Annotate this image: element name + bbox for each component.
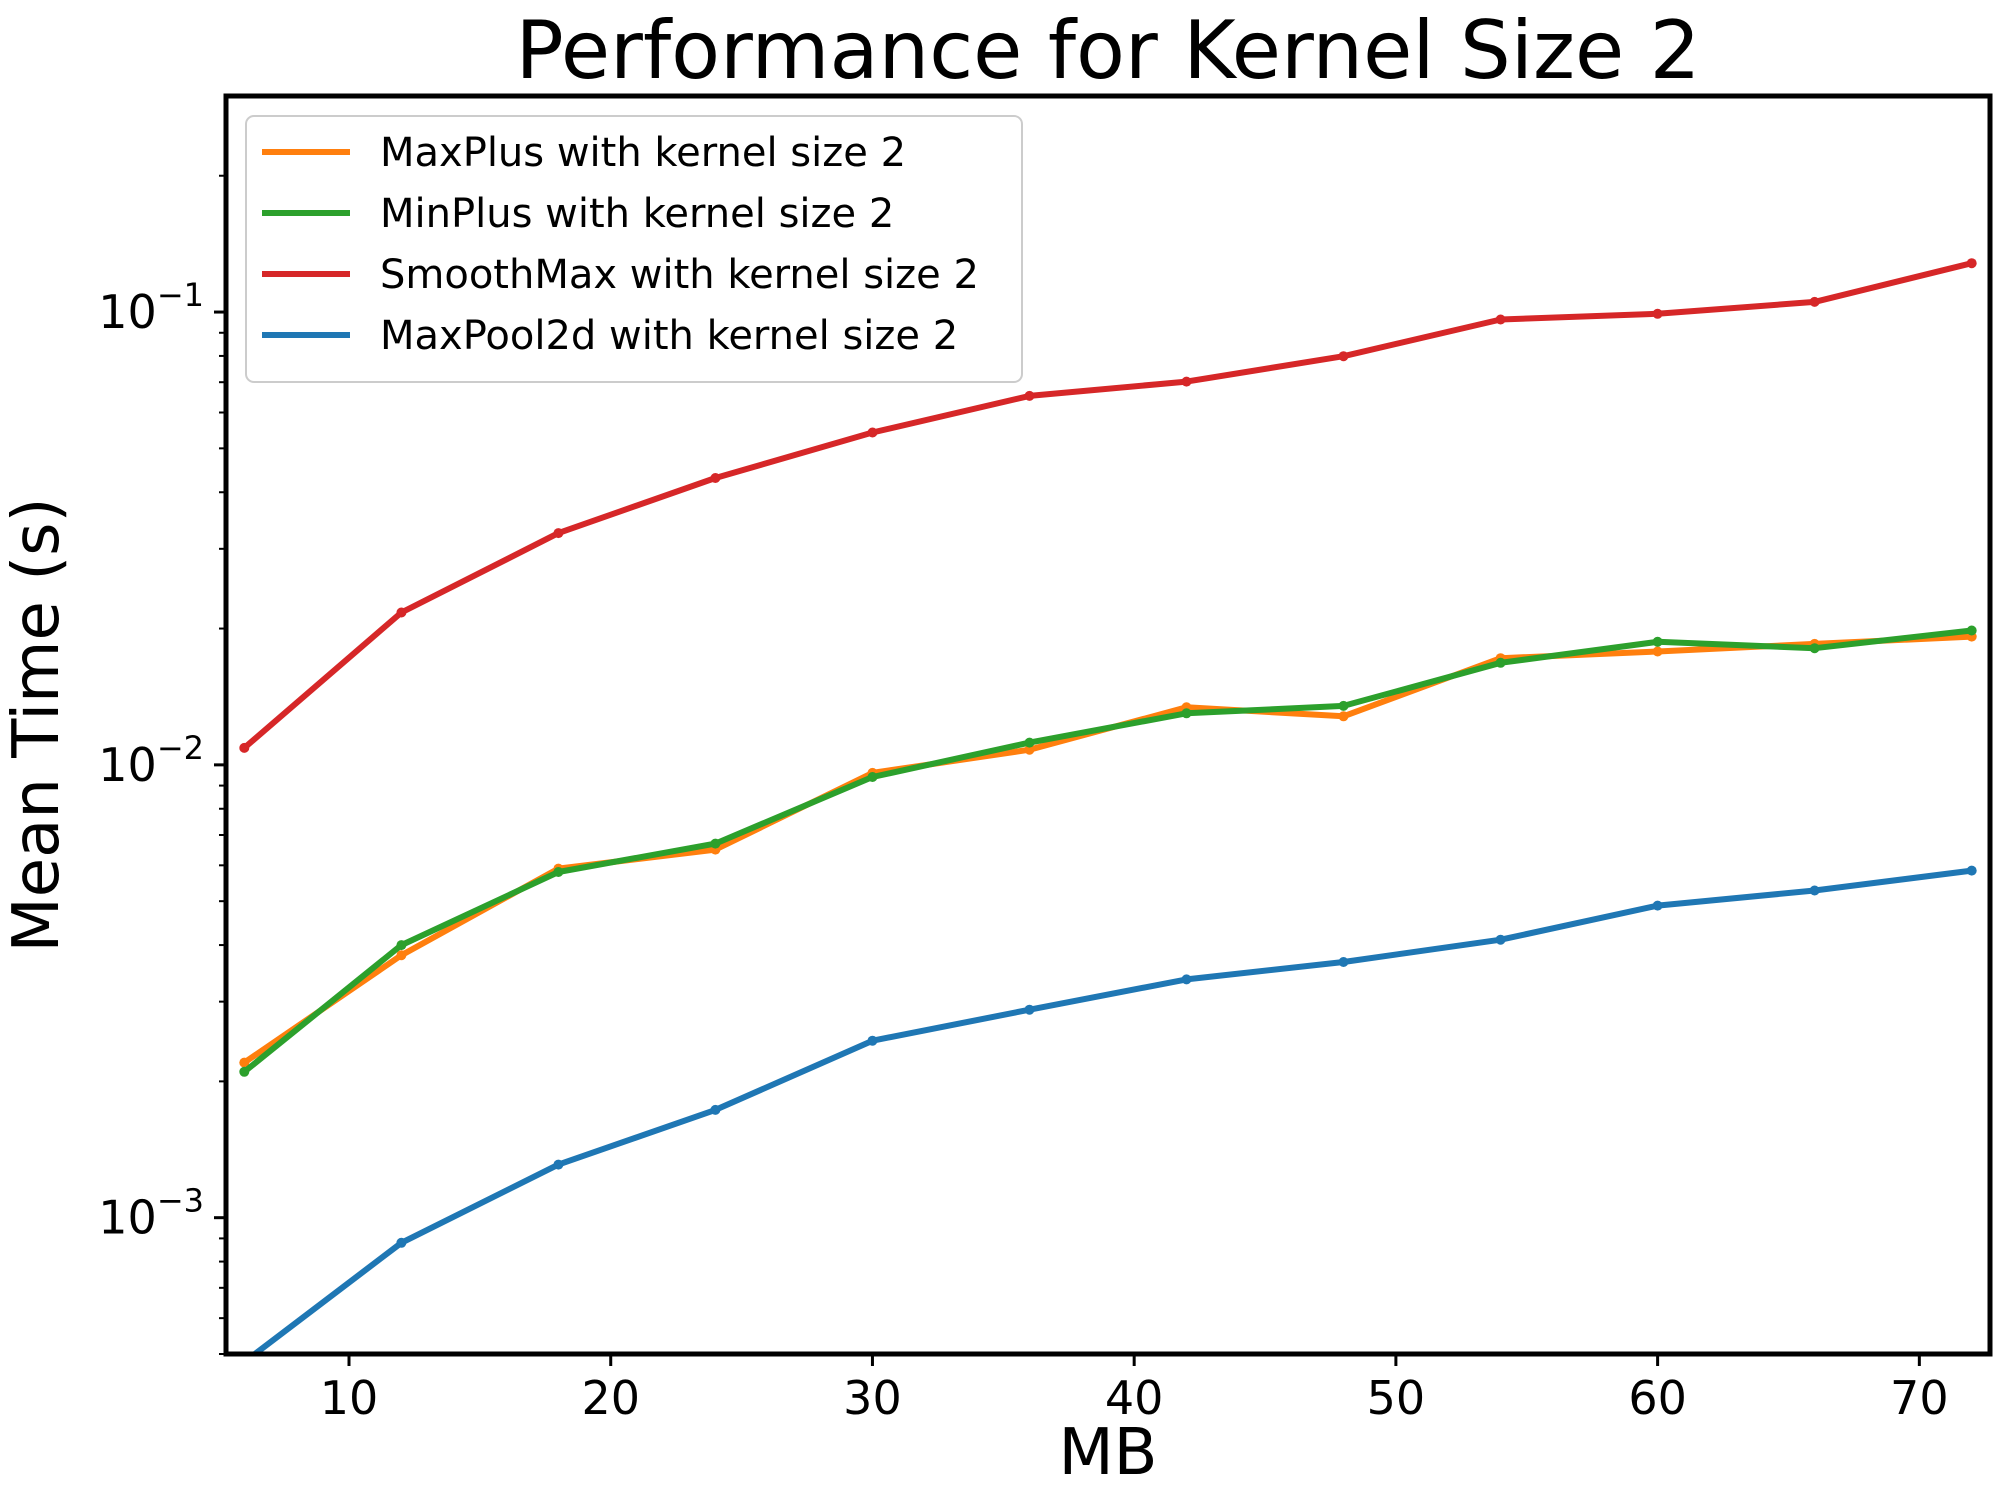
series-line: [241, 633, 1975, 1066]
data-point: [1181, 708, 1192, 719]
data-point: [1181, 974, 1192, 985]
series-0: [239, 631, 1977, 1068]
data-point: [1809, 885, 1820, 896]
series-1: [239, 625, 1977, 1077]
series-3: [239, 865, 1977, 1367]
data-point: [1495, 934, 1506, 945]
legend-label: MinPlus with kernel size 2: [380, 191, 894, 237]
series-layer: [239, 258, 1977, 1367]
data-point: [1338, 711, 1349, 722]
x-tick-label: 20: [581, 1371, 640, 1425]
x-tick-label: 10: [320, 1371, 379, 1425]
legend-label: SmoothMax with kernel size 2: [380, 252, 979, 298]
data-point: [1495, 314, 1506, 325]
x-tick-label: 70: [1890, 1371, 1949, 1425]
data-point: [1652, 900, 1663, 911]
data-point: [1338, 351, 1349, 362]
x-tick-label: 40: [1105, 1371, 1164, 1425]
data-point: [1024, 737, 1035, 748]
x-axis-label: MB: [1058, 1416, 1157, 1490]
data-point: [867, 1035, 878, 1046]
data-point: [710, 838, 721, 849]
data-point: [1024, 1004, 1035, 1015]
data-point: [396, 950, 407, 961]
data-point: [1495, 657, 1506, 668]
x-axis-ticks: 10 20 30 40 50 60 70: [320, 1354, 1949, 1425]
data-point: [1966, 865, 1977, 876]
legend-label: MaxPlus with kernel size 2: [380, 130, 906, 176]
data-point: [1966, 258, 1977, 269]
data-point: [1024, 390, 1035, 401]
data-point: [710, 473, 721, 483]
legend-label: MaxPool2d with kernel size 2: [380, 313, 958, 359]
data-point: [1966, 625, 1977, 636]
data-point: [1338, 700, 1349, 711]
x-tick-label: 50: [1367, 1371, 1426, 1425]
data-point: [867, 427, 878, 438]
y-tick-label: 10−1: [98, 276, 204, 339]
data-point: [239, 1357, 249, 1367]
data-point: [553, 528, 564, 539]
data-point: [239, 1057, 250, 1068]
data-point: [710, 1104, 721, 1115]
y-tick-label: 10−2: [98, 729, 204, 792]
series-line: [249, 867, 1975, 1354]
data-point: [1652, 308, 1663, 319]
y-tick-label: 10−3: [98, 1182, 204, 1245]
y-axis-label: Mean Time (s): [0, 498, 74, 953]
data-point: [1181, 376, 1192, 387]
data-point: [1024, 744, 1035, 755]
data-point: [1652, 636, 1663, 647]
series-line: [241, 260, 1975, 751]
data-point: [1809, 296, 1820, 307]
series-2: [239, 258, 1977, 753]
data-point: [553, 867, 564, 877]
data-point: [396, 607, 407, 618]
legend-frame: [245, 115, 1023, 383]
data-point: [239, 742, 250, 753]
data-point: [1338, 957, 1349, 967]
data-point: [867, 772, 878, 782]
series-line: [241, 627, 1975, 1075]
legend: MaxPlus with kernel size 2 MinPlus with k…: [245, 115, 1023, 383]
y-axis-ticks: 10−3 10−2 10−1: [98, 174, 226, 1355]
chart-title: Performance for Kernel Size 2: [515, 4, 1700, 97]
data-point: [553, 1159, 564, 1170]
data-point: [396, 940, 407, 951]
x-tick-label: 30: [843, 1371, 902, 1425]
data-point: [396, 1237, 407, 1248]
x-tick-label: 60: [1628, 1371, 1687, 1425]
data-point: [1652, 646, 1663, 657]
plot-frame: [223, 93, 1993, 1357]
data-point: [1809, 643, 1820, 654]
data-point: [239, 1066, 250, 1077]
